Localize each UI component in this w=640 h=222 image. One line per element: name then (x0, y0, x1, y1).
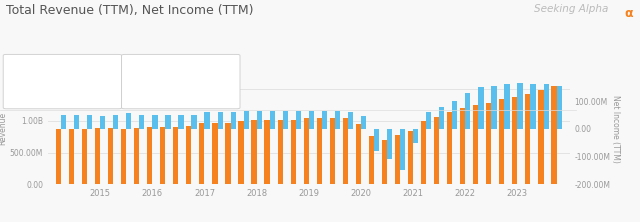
Bar (61, 115, 67, 129)
Bar (374, 129, 380, 151)
Bar (225, 123, 230, 184)
Bar (426, 112, 431, 129)
Bar (87, 115, 92, 129)
Bar (179, 115, 184, 129)
Bar (473, 105, 478, 184)
Bar (335, 111, 340, 129)
Text: Total Revenue (TTM), Net Income (TTM): Total Revenue (TTM), Net Income (TTM) (6, 4, 254, 18)
Bar (278, 120, 283, 184)
Bar (525, 94, 531, 184)
Text: ●: ● (129, 60, 138, 70)
Bar (269, 111, 275, 129)
Bar (160, 127, 165, 184)
Bar (173, 127, 179, 184)
Bar (230, 111, 236, 129)
Bar (434, 117, 439, 184)
Bar (543, 84, 548, 129)
Text: .▐▌: .▐▌ (100, 96, 113, 103)
Text: 1.55B: 1.55B (86, 59, 115, 69)
Bar (134, 129, 140, 184)
Bar (147, 127, 152, 184)
Bar (504, 84, 509, 129)
Bar (322, 111, 327, 129)
Bar (382, 141, 387, 184)
Bar (342, 118, 348, 184)
Bar (361, 116, 366, 129)
Bar (330, 118, 335, 184)
Bar (356, 124, 361, 184)
Bar (291, 120, 296, 184)
Bar (191, 115, 196, 129)
Bar (212, 123, 218, 184)
Text: α: α (625, 7, 633, 20)
Y-axis label: Revenue: Revenue (0, 112, 7, 145)
Bar (218, 112, 223, 129)
Bar (126, 113, 131, 129)
Bar (465, 93, 470, 129)
Bar (100, 116, 106, 129)
Bar (283, 111, 288, 129)
Text: (3465 days): (3465 days) (11, 86, 48, 91)
Bar (113, 115, 118, 129)
Text: OXM: OXM (129, 72, 145, 78)
Text: since 05/03/2014: since 05/03/2014 (129, 79, 183, 85)
Bar (348, 112, 353, 129)
Text: (3465 days): (3465 days) (129, 86, 166, 91)
Bar (387, 129, 392, 159)
Bar (478, 87, 484, 129)
Bar (452, 101, 458, 129)
Bar (447, 112, 452, 184)
Bar (408, 131, 413, 184)
Bar (238, 121, 244, 184)
Bar (369, 136, 374, 184)
Text: Revenue: Revenue (19, 59, 60, 69)
Bar (199, 123, 205, 184)
Text: Seeking Alpha: Seeking Alpha (534, 4, 609, 14)
Bar (486, 103, 492, 184)
Bar (257, 111, 262, 129)
Bar (69, 129, 74, 184)
Text: .▐▌: .▐▌ (219, 96, 232, 103)
Bar (531, 84, 536, 129)
Bar (400, 129, 405, 170)
Bar (56, 129, 61, 184)
Bar (421, 121, 426, 184)
Bar (244, 111, 249, 129)
Y-axis label: Net Income (TTM): Net Income (TTM) (611, 95, 620, 163)
Bar (538, 90, 543, 184)
Bar (303, 118, 309, 184)
Bar (512, 97, 517, 184)
Bar (121, 129, 126, 184)
Bar (309, 111, 314, 129)
Bar (140, 115, 145, 129)
Text: since 05/03/2014: since 05/03/2014 (11, 79, 65, 85)
Bar (395, 135, 400, 184)
Text: 152.82M: 152.82M (190, 59, 234, 69)
Bar (492, 86, 497, 129)
Text: ●: ● (11, 60, 19, 70)
Bar (152, 115, 157, 129)
Bar (439, 107, 444, 129)
Bar (82, 129, 87, 184)
Text: OXM: OXM (11, 72, 26, 78)
Bar (413, 129, 419, 143)
Bar (551, 86, 557, 184)
Bar (499, 99, 504, 184)
Bar (317, 118, 322, 184)
Bar (296, 111, 301, 129)
Bar (205, 112, 210, 129)
Bar (74, 115, 79, 129)
Bar (517, 83, 523, 129)
Bar (460, 108, 465, 184)
Bar (108, 129, 113, 184)
Bar (165, 115, 171, 129)
Bar (252, 120, 257, 184)
Bar (557, 86, 562, 129)
Bar (264, 120, 269, 184)
Bar (95, 129, 100, 184)
Text: Net Income: Net Income (138, 59, 191, 69)
Bar (186, 126, 191, 184)
